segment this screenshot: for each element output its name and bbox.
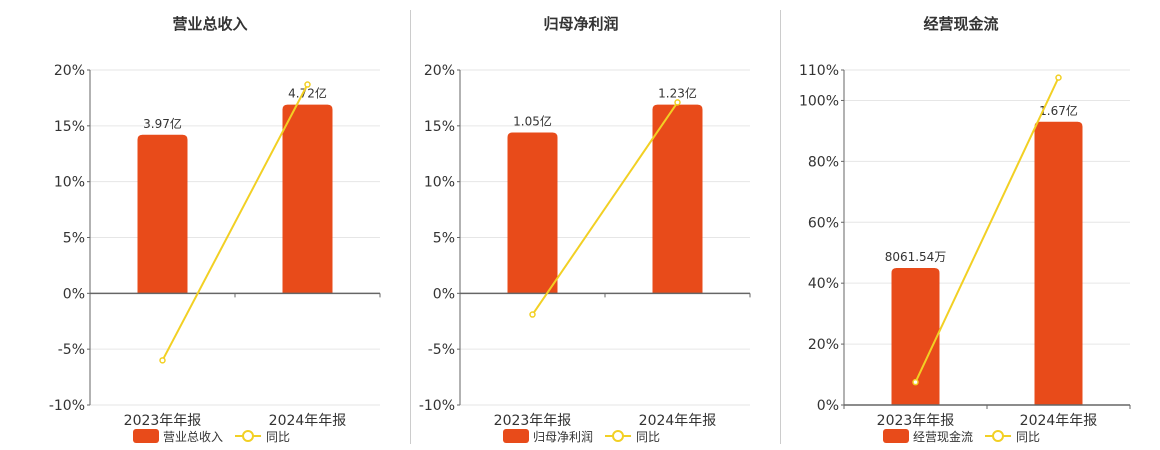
bar (282, 104, 333, 294)
operating-cashflow-chart: 经营现金流 0% 20% 40% 60% 80% 100% 110% 8061.54万 1.67亿… (799, 15, 1131, 444)
legend-bar-swatch (503, 429, 529, 443)
legend-line-marker (992, 430, 1004, 442)
legend-bar-label: 经营现金流 (913, 429, 973, 444)
y-tick-label: 80% (808, 154, 839, 170)
x-tick-label: 2023年年报 (124, 413, 202, 429)
panel-divider (780, 10, 781, 444)
y-tick-label: 0% (817, 398, 839, 414)
chart-title: 经营现金流 (923, 15, 998, 33)
chart-title: 营业总收入 (172, 15, 247, 33)
bar-value-label: 1.23亿 (658, 86, 697, 101)
legend-line-marker (612, 430, 624, 442)
revenue-chart: 营业总收入 -10% -5% 0% 5% 10% 15% 20% 3.97亿 4.72亿 2023年… (49, 15, 381, 444)
x-tick-label: 2023年年报 (494, 413, 572, 429)
y-tick-label: 100% (799, 93, 839, 109)
yoy-line (914, 77, 1060, 383)
y-tick-label: -5% (428, 342, 455, 358)
yoy-point (159, 357, 166, 364)
chart-title: 归母净利润 (543, 15, 618, 33)
y-tick-label: 20% (54, 63, 85, 79)
y-tick-label: 20% (808, 337, 839, 353)
y-tick-label: 10% (424, 175, 455, 191)
y-tick-label: 5% (433, 231, 455, 247)
bar-value-label: 1.67亿 (1039, 103, 1078, 118)
legend-bar-swatch (883, 429, 909, 443)
bar-value-label: 3.97亿 (143, 116, 182, 131)
y-tick-label: 20% (424, 63, 455, 79)
legend-line-marker (242, 430, 254, 442)
yoy-point (674, 99, 681, 106)
bar (137, 134, 188, 294)
y-tick-label: 5% (63, 231, 85, 247)
y-tick-label: -10% (419, 398, 455, 414)
y-tick-label: 40% (808, 276, 839, 292)
bar (891, 267, 940, 405)
net-profit-chart: 归母净利润 -10% -5% 0% 5% 10% 15% 20% 1.05亿 1.23亿 2023年… (419, 15, 751, 444)
yoy-point (1055, 74, 1062, 81)
bar-value-label: 8061.54万 (885, 250, 947, 264)
bar (507, 132, 558, 294)
legend-bar-swatch (133, 429, 159, 443)
bar-value-label: 4.72亿 (288, 86, 327, 101)
legend-line-label: 同比 (1016, 430, 1040, 444)
yoy-point (529, 311, 536, 318)
y-tick-label: -5% (58, 342, 85, 358)
y-tick-label: 15% (424, 119, 455, 135)
y-tick-label: 10% (54, 175, 85, 191)
panel-divider (410, 10, 411, 444)
x-tick-label: 2024年年报 (269, 413, 347, 429)
x-tick-label: 2024年年报 (639, 413, 717, 429)
y-tick-label: 60% (808, 215, 839, 231)
yoy-line (531, 101, 679, 316)
legend-line-label: 同比 (636, 430, 660, 444)
yoy-point (912, 378, 919, 386)
legend-bar-label: 营业总收入 (163, 430, 223, 444)
bar (652, 104, 703, 294)
x-tick-label: 2023年年报 (877, 413, 955, 429)
y-tick-label: 110% (799, 63, 839, 79)
y-tick-label: 15% (54, 119, 85, 135)
y-tick-label: 0% (63, 286, 85, 302)
y-tick-label: -10% (49, 398, 85, 414)
bar-value-label: 1.05亿 (513, 114, 552, 129)
yoy-line (161, 84, 309, 361)
bar (1034, 121, 1083, 405)
legend-line-label: 同比 (266, 430, 290, 444)
x-tick-label: 2024年年报 (1020, 413, 1098, 429)
yoy-point (304, 81, 311, 88)
y-tick-label: 0% (433, 286, 455, 302)
legend-bar-label: 归母净利润 (533, 430, 593, 444)
